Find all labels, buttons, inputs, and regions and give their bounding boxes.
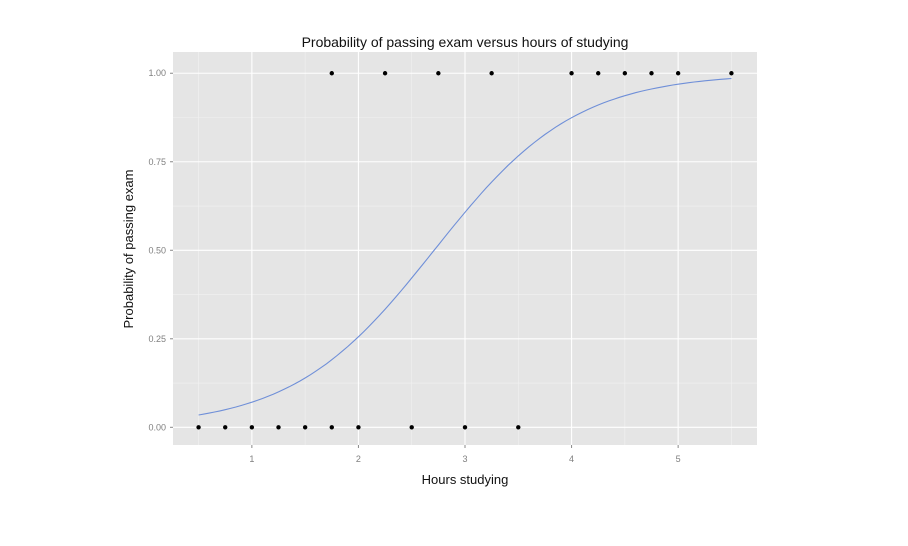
data-point [596,71,601,76]
x-tick-label: 2 [356,454,361,464]
y-tick-label: 1.00 [148,68,166,78]
data-point [436,71,441,76]
data-point [276,425,281,430]
x-tick-label: 5 [676,454,681,464]
data-point [249,425,255,430]
x-tick-label: 4 [569,454,574,464]
chart-title: Probability of passing exam versus hours… [302,34,629,50]
y-axis-ticks: 0.00 0.25 0.50 0.75 1.00 [148,68,173,432]
data-point [462,425,468,430]
data-point [382,71,388,76]
data-point [196,425,201,430]
data-point [302,425,308,430]
y-tick-label: 0.25 [148,334,166,344]
data-point [223,425,228,430]
data-point [516,425,521,430]
data-point [329,425,334,430]
x-tick-label: 3 [462,454,467,464]
fit-curve [198,77,732,416]
data-point [489,71,494,76]
data-point [329,71,334,76]
y-axis-label: Probability of passing exam [121,170,136,329]
y-tick-label: 0.50 [148,245,166,255]
data-points [196,71,734,430]
data-point [649,71,654,76]
grid [173,52,757,445]
data-point [729,71,734,76]
data-point [675,71,681,76]
y-tick-label: 0.00 [148,422,166,432]
data-point [356,425,361,430]
data-point [622,71,628,76]
y-tick-label: 0.75 [148,157,166,167]
x-tick-label: 1 [249,454,254,464]
data-point [569,71,574,76]
data-point [409,425,414,430]
x-axis-ticks: 1 2 3 4 5 [249,445,681,464]
x-axis-label: Hours studying [422,472,509,487]
